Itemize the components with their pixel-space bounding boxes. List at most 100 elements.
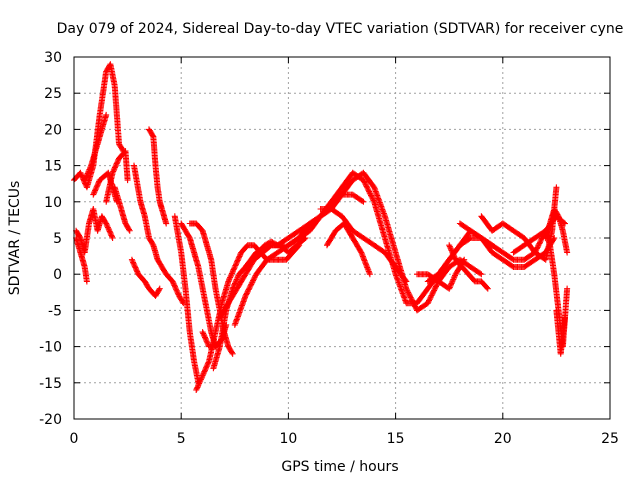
- data-segment: [371, 242, 387, 255]
- data-point: [484, 285, 491, 292]
- data-segment: [152, 162, 161, 189]
- data-point: [103, 111, 110, 118]
- data-segment: [203, 307, 214, 334]
- data-segment: [285, 243, 299, 256]
- data-segment: [467, 227, 484, 241]
- x-tick-label: 5: [177, 431, 186, 447]
- data-segment: [349, 169, 366, 183]
- data-point: [360, 198, 367, 205]
- data-segment: [103, 220, 115, 240]
- data-segment: [158, 264, 169, 276]
- y-tick-label: -5: [48, 303, 62, 319]
- data-segment: [392, 264, 409, 284]
- data-segment: [135, 271, 147, 284]
- data-segment: [242, 257, 257, 278]
- y-tick-label: -10: [39, 340, 62, 356]
- data-segment: [203, 242, 214, 262]
- data-segment: [109, 156, 122, 176]
- series-track-3: [73, 235, 90, 285]
- data-segment: [253, 257, 270, 278]
- data-segment: [459, 264, 471, 277]
- series-track-9: [131, 162, 187, 307]
- data-point: [229, 350, 236, 357]
- data-segment: [154, 256, 165, 269]
- data-point: [109, 235, 116, 241]
- data-point: [163, 220, 170, 227]
- data-segment: [88, 149, 99, 169]
- y-tick-label: 25: [44, 86, 62, 102]
- y-tick-label: 5: [53, 231, 62, 247]
- y-axis-tick-labels: -20 -15 -10 -5 0 5 10 15 20 25 30: [39, 50, 62, 428]
- data-segment: [186, 235, 197, 255]
- data-point: [561, 314, 568, 321]
- data-point: [564, 285, 571, 292]
- data-segment: [218, 279, 231, 307]
- series-track-8: [128, 256, 163, 299]
- data-segment: [446, 272, 458, 292]
- data-segment: [456, 220, 473, 233]
- data-point: [403, 278, 410, 285]
- series-track-11: [171, 213, 202, 386]
- data-segment: [154, 184, 163, 204]
- data-segment: [233, 272, 248, 292]
- data-segment: [146, 126, 156, 139]
- y-tick-label: 20: [44, 122, 62, 138]
- data-segment: [182, 285, 193, 334]
- data-segment: [182, 227, 193, 240]
- data-segment: [274, 235, 291, 249]
- y-axis-label: SDTVAR / TECUs: [7, 181, 23, 296]
- grid: [74, 57, 610, 419]
- data-segment: [294, 235, 308, 249]
- data-segment: [90, 178, 103, 198]
- data-segment: [467, 264, 484, 277]
- data-segment: [169, 278, 182, 298]
- data-segment: [360, 177, 377, 204]
- data-segment: [81, 264, 90, 283]
- data-segment: [324, 229, 338, 249]
- data-point: [553, 184, 560, 191]
- data-segment: [122, 148, 131, 182]
- data-segment: [478, 235, 495, 255]
- data-segment: [521, 257, 537, 270]
- data-segment: [231, 250, 244, 270]
- data-segment: [358, 249, 373, 276]
- data-segment: [191, 249, 201, 269]
- data-segment: [341, 220, 355, 240]
- data-segment: [349, 227, 366, 241]
- data-segment: [98, 213, 109, 226]
- data-segment: [381, 249, 398, 269]
- data-segment: [231, 294, 248, 328]
- data-segment: [92, 135, 103, 155]
- data-segment: [339, 171, 355, 191]
- series-track-6: [103, 148, 131, 205]
- data-segment: [328, 192, 344, 205]
- data-segment: [339, 213, 355, 233]
- data-segment: [210, 345, 223, 372]
- series-track-10: [146, 126, 170, 227]
- x-tick-label: 10: [279, 431, 297, 447]
- data-segment: [128, 256, 141, 276]
- data-segment: [510, 243, 526, 256]
- y-tick-label: -15: [39, 376, 62, 392]
- series-track-12: [178, 220, 219, 350]
- data-segment: [285, 228, 312, 249]
- data-segment: [542, 221, 553, 241]
- data-segment: [424, 279, 441, 307]
- data-segment: [328, 206, 344, 219]
- data-segment: [193, 220, 205, 233]
- plot-frame: [73, 56, 611, 420]
- x-tick-label: 0: [70, 431, 79, 447]
- data-segment: [116, 140, 126, 153]
- data-segment: [158, 206, 169, 226]
- data-segment: [229, 272, 242, 292]
- data-segment: [274, 243, 291, 256]
- data-segment: [236, 265, 248, 278]
- data-segment: [551, 206, 561, 219]
- data-point: [461, 256, 468, 263]
- data-segment: [559, 227, 570, 254]
- data-segment: [176, 292, 186, 305]
- data-segment: [349, 235, 364, 255]
- data-segment: [360, 235, 376, 248]
- data-segment: [452, 256, 465, 269]
- data-segment: [446, 242, 458, 262]
